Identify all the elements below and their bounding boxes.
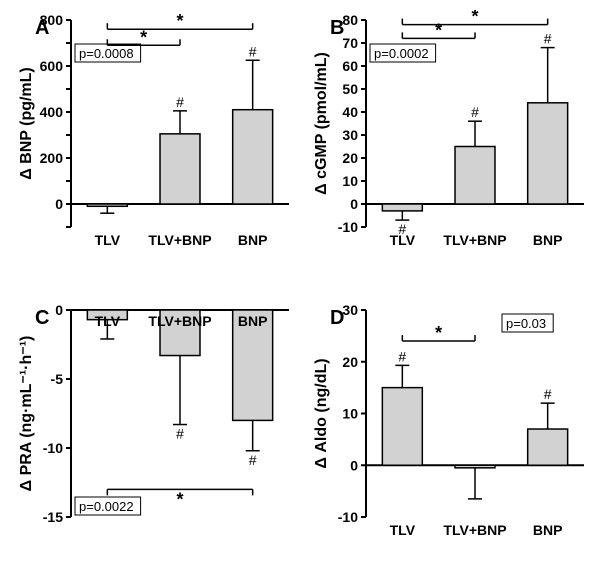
- y-tick-label: 600: [40, 58, 64, 74]
- bar: [87, 204, 127, 206]
- chart-A: 0200400600800##TLVTLV+BNPBNP**Δ BNP (pg/…: [15, 10, 295, 275]
- y-axis-label: Δ Aldo (ng/dL): [313, 358, 330, 468]
- sig-star: *: [176, 489, 183, 509]
- sig-star: *: [140, 27, 147, 47]
- y-tick-label: 10: [342, 406, 358, 422]
- x-tick-label: BNP: [533, 232, 563, 248]
- hash-annotation: #: [471, 104, 479, 120]
- bar: [455, 147, 495, 205]
- x-tick-label: TLV+BNP: [443, 232, 506, 248]
- chart-B: -1001020304050607080###TLVTLV+BNPBNP**Δ …: [310, 10, 590, 275]
- y-axis-label: Δ PRA (ng·mL⁻¹·h⁻¹): [18, 336, 35, 492]
- x-tick-label: BNP: [238, 313, 268, 329]
- sig-star: *: [176, 11, 183, 31]
- y-tick-label: 30: [342, 302, 358, 318]
- bar: [382, 204, 422, 211]
- panel-C: -15 -10 -5 0 # # TLV TLV+BNP BNP * Δ PRA (ng·mL⁻¹·…: [15, 300, 295, 565]
- y-tick-label: 70: [342, 35, 358, 51]
- panel-letter: D: [330, 307, 344, 329]
- chart-C: -15 -10 -5 0 # # TLV TLV+BNP BNP * Δ PRA (ng·mL⁻¹·…: [15, 300, 295, 565]
- y-tick-label: 0: [55, 196, 63, 212]
- panel-letter: C: [35, 307, 49, 329]
- x-tick-label: TLV+BNP: [443, 522, 506, 538]
- chart-D: -10 0 10 20 30 # # TLV TLV+BNP BNP * Δ Aldo (ng/dL)…: [310, 300, 590, 565]
- x-tick-label: TLV: [390, 232, 416, 248]
- y-tick-label: 400: [40, 104, 64, 120]
- y-tick-label: 30: [342, 127, 358, 143]
- bar: [233, 110, 273, 204]
- bar: [160, 134, 200, 204]
- pvalue-text: p=0.0022: [79, 499, 134, 514]
- pvalue-text: p=0.0002: [374, 46, 429, 61]
- figure: 0200400600800##TLVTLV+BNPBNP**Δ BNP (pg/…: [0, 0, 600, 575]
- y-tick-label: -15: [43, 509, 63, 525]
- y-tick-label: 60: [342, 58, 358, 74]
- pvalue-text: p=0.0008: [79, 46, 134, 61]
- y-tick-label: 200: [40, 150, 64, 166]
- bar: [455, 465, 495, 468]
- hash-annotation: #: [544, 386, 552, 402]
- x-tick-label: BNP: [533, 522, 563, 538]
- y-tick-label: 0: [350, 457, 358, 473]
- bar: [382, 388, 422, 466]
- hash-annotation: #: [544, 31, 552, 47]
- y-tick-label: 0: [55, 302, 63, 318]
- y-tick-label: -10: [43, 440, 63, 456]
- x-tick-label: TLV+BNP: [148, 313, 211, 329]
- panel-letter: B: [330, 17, 344, 39]
- panel-B: -1001020304050607080###TLVTLV+BNPBNP**Δ …: [310, 10, 590, 275]
- x-tick-label: TLV: [95, 313, 121, 329]
- pvalue-text: p=0.03: [506, 316, 546, 331]
- hash-annotation: #: [249, 452, 257, 468]
- hash-annotation: #: [249, 43, 257, 59]
- y-axis-label: Δ BNP (pg/mL): [18, 67, 35, 180]
- y-tick-label: 50: [342, 81, 358, 97]
- hash-annotation: #: [176, 94, 184, 110]
- x-tick-label: TLV: [390, 522, 416, 538]
- bar: [528, 429, 568, 465]
- y-tick-label: -10: [338, 219, 358, 235]
- x-tick-label: TLV: [95, 232, 121, 248]
- y-tick-label: 40: [342, 104, 358, 120]
- y-tick-label: 20: [342, 354, 358, 370]
- sig-star: *: [435, 323, 442, 343]
- panel-A: 0200400600800##TLVTLV+BNPBNP**Δ BNP (pg/…: [15, 10, 295, 275]
- y-tick-label: 80: [342, 12, 358, 28]
- y-tick-label: 20: [342, 150, 358, 166]
- sig-star: *: [435, 20, 442, 40]
- panel-letter: A: [35, 17, 49, 39]
- hash-annotation: #: [176, 426, 184, 442]
- y-tick-label: 10: [342, 173, 358, 189]
- y-tick-label: -10: [338, 509, 358, 525]
- sig-star: *: [471, 10, 478, 27]
- y-tick-label: 0: [350, 196, 358, 212]
- y-axis-label: Δ cGMP (pmol/mL): [313, 52, 330, 195]
- y-tick-label: -5: [51, 371, 64, 387]
- x-tick-label: TLV+BNP: [148, 232, 211, 248]
- bar: [528, 103, 568, 204]
- x-tick-label: BNP: [238, 232, 268, 248]
- hash-annotation: #: [398, 348, 406, 364]
- panel-D: -10 0 10 20 30 # # TLV TLV+BNP BNP * Δ Aldo (ng/dL)…: [310, 300, 590, 565]
